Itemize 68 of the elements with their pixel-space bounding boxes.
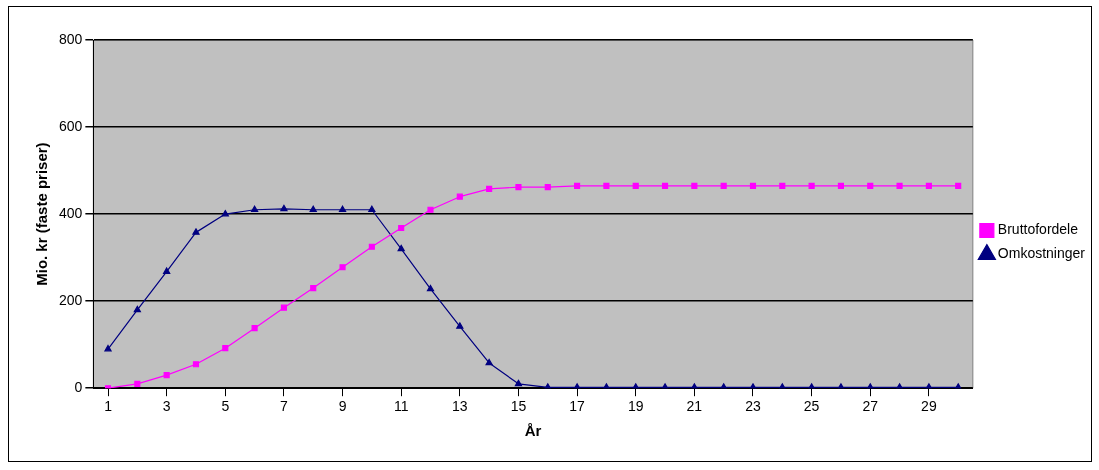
point [837, 182, 845, 189]
point [779, 182, 786, 189]
point [955, 182, 962, 189]
point [309, 205, 317, 213]
point [368, 205, 376, 213]
point [251, 325, 258, 332]
y-tick-label: 600 [59, 117, 83, 134]
legend-label: Omkostninger [997, 245, 1086, 262]
point [221, 210, 229, 217]
point [222, 345, 229, 352]
point [514, 379, 523, 387]
point [426, 284, 435, 292]
y-tick-label: 0 [74, 379, 83, 396]
x-tick-label: 29 [921, 398, 937, 415]
point [397, 244, 405, 252]
point [632, 182, 639, 189]
y-tick-label: 200 [59, 292, 83, 309]
x-tick-label: 21 [686, 398, 703, 415]
point [104, 344, 112, 352]
x-tick-label: 27 [862, 398, 879, 415]
point [280, 204, 288, 212]
x-tick-label: 23 [745, 398, 761, 415]
y-tick-label: 800 [59, 30, 83, 47]
point [133, 305, 141, 313]
x-tick-label: 3 [162, 398, 171, 415]
point [427, 206, 434, 213]
point [192, 228, 200, 235]
point [250, 205, 259, 213]
point [163, 267, 171, 274]
point [456, 193, 463, 200]
point [486, 185, 493, 192]
point [544, 184, 551, 191]
point [456, 322, 464, 329]
point [896, 182, 903, 189]
legend-label: Bruttofordele [997, 221, 1079, 238]
point [867, 182, 874, 189]
point [398, 224, 405, 232]
point [720, 182, 727, 189]
y-axis-title: Mio. kr (faste priser) [33, 142, 51, 286]
point [338, 205, 347, 213]
x-tick-label: 19 [627, 398, 644, 415]
x-tick-label: 7 [280, 398, 289, 415]
x-tick-label: 5 [221, 398, 230, 415]
point [808, 182, 815, 189]
x-tick-label: 1 [104, 398, 113, 415]
point [574, 182, 581, 189]
x-tick-label: 9 [338, 398, 347, 415]
point [339, 264, 346, 271]
x-tick-label: 15 [510, 398, 527, 415]
point [163, 372, 170, 379]
y-tick-label: 400 [59, 204, 83, 221]
x-tick-label: 11 [393, 398, 409, 415]
point [485, 358, 493, 366]
point [192, 361, 200, 368]
point [310, 285, 317, 292]
x-tick-label: 17 [569, 398, 586, 415]
point [134, 380, 141, 387]
point [515, 184, 522, 191]
x-tick-label: 25 [803, 398, 820, 415]
point [925, 182, 932, 189]
point [691, 182, 698, 189]
point [280, 304, 287, 311]
point [661, 182, 669, 189]
point [749, 182, 757, 189]
x-axis-title: År [524, 422, 542, 440]
point [368, 243, 375, 250]
point [603, 182, 610, 189]
x-tick-label: 13 [452, 398, 468, 415]
